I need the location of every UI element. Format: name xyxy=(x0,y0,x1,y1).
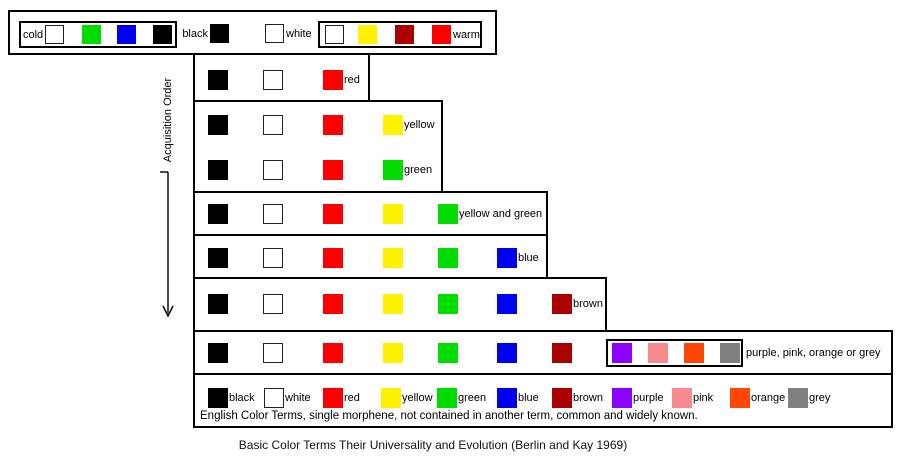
swatch-black xyxy=(208,294,228,314)
acquisition-order-label: Acquisition Order xyxy=(162,77,174,163)
legend-label-yellow: yellow xyxy=(402,392,433,404)
swatch-yellow xyxy=(383,294,403,314)
swatch-green xyxy=(383,160,403,180)
acquisition-order-arrow-icon xyxy=(160,171,174,318)
swatch-white xyxy=(265,24,284,43)
swatch-white xyxy=(263,70,283,90)
swatch-white xyxy=(263,160,283,180)
stage-box-purple-pink-orange-grey xyxy=(193,330,893,375)
swatch-red xyxy=(323,160,343,180)
swatch-green xyxy=(437,388,457,408)
swatch-yellow xyxy=(383,204,403,224)
legend-label-pink: pink xyxy=(693,392,714,404)
swatch-white xyxy=(45,25,64,44)
swatch-black xyxy=(208,70,228,90)
legend-label-green: green xyxy=(458,392,487,404)
swatch-orange xyxy=(730,388,750,408)
swatch-pink xyxy=(672,388,692,408)
swatch-white xyxy=(263,248,283,268)
stage-label-green: green xyxy=(404,164,433,176)
swatch-white xyxy=(325,25,344,44)
swatch-black xyxy=(208,115,228,135)
swatch-black xyxy=(208,204,228,224)
stage-label-purple-pink-orange-grey: purple, pink, orange or grey xyxy=(746,347,881,359)
swatch-red xyxy=(323,388,343,408)
swatch-yellow xyxy=(383,343,403,363)
stage-label-red: red xyxy=(344,74,360,86)
swatch-white xyxy=(263,204,283,224)
swatch-black xyxy=(210,24,229,43)
swatch-blue xyxy=(497,388,517,408)
swatch-black xyxy=(208,343,228,363)
swatch-purple xyxy=(612,343,632,363)
legend-footnote: English Color Terms, single morphene, no… xyxy=(200,410,698,422)
legend-label-red: red xyxy=(344,392,360,404)
swatch-blue xyxy=(497,294,517,314)
swatch-red xyxy=(323,204,343,224)
cold-group-label: cold xyxy=(23,29,44,41)
stage-label-yellow-and-green: yellow and green xyxy=(459,208,543,220)
swatch-red xyxy=(323,248,343,268)
swatch-white xyxy=(263,343,283,363)
swatch-white xyxy=(263,294,283,314)
swatch-red xyxy=(323,294,343,314)
swatch-blue xyxy=(497,248,517,268)
legend-label-orange: orange xyxy=(751,392,786,404)
swatch-green xyxy=(438,343,458,363)
legend-label-purple: purple xyxy=(633,392,664,404)
diagram-caption: Basic Color Terms Their Universality and… xyxy=(238,438,628,452)
swatch-brown xyxy=(395,25,414,44)
swatch-green xyxy=(438,294,458,314)
swatch-black xyxy=(208,248,228,268)
swatch-red xyxy=(432,25,451,44)
swatch-brown xyxy=(552,388,572,408)
stage-box-yellow-or-green xyxy=(193,100,443,193)
swatch-black xyxy=(153,25,172,44)
legend-label-grey: grey xyxy=(809,392,831,404)
swatch-yellow xyxy=(383,115,403,135)
black-term-label: black xyxy=(182,28,208,40)
stage-box-blue xyxy=(193,234,548,279)
swatch-blue xyxy=(497,343,517,363)
swatch-orange xyxy=(684,343,704,363)
warm-group-label: warm xyxy=(453,29,480,41)
swatch-red xyxy=(323,70,343,90)
swatch-green xyxy=(438,248,458,268)
swatch-brown xyxy=(552,294,572,314)
swatch-red xyxy=(323,343,343,363)
swatch-pink xyxy=(648,343,668,363)
swatch-white xyxy=(264,388,284,408)
legend-label-blue: blue xyxy=(518,392,539,404)
stage-label-blue: blue xyxy=(518,252,539,264)
swatch-white xyxy=(263,115,283,135)
swatch-blue xyxy=(117,25,136,44)
swatch-black xyxy=(208,388,228,408)
legend-label-brown: brown xyxy=(573,392,603,404)
legend-label-white: white xyxy=(285,392,311,404)
swatch-yellow xyxy=(381,388,401,408)
swatch-purple xyxy=(612,388,632,408)
swatch-brown xyxy=(552,343,572,363)
swatch-red xyxy=(323,115,343,135)
white-term-label: white xyxy=(286,28,312,40)
swatch-grey xyxy=(720,343,740,363)
swatch-grey xyxy=(788,388,808,408)
legend-label-black: black xyxy=(229,392,255,404)
swatch-green xyxy=(82,25,101,44)
swatch-green xyxy=(438,204,458,224)
swatch-black xyxy=(208,160,228,180)
stage-label-yellow: yellow xyxy=(404,119,435,131)
legend-box xyxy=(193,373,893,428)
swatch-yellow xyxy=(358,25,377,44)
swatch-yellow xyxy=(383,248,403,268)
stage-label-brown: brown xyxy=(573,298,603,310)
